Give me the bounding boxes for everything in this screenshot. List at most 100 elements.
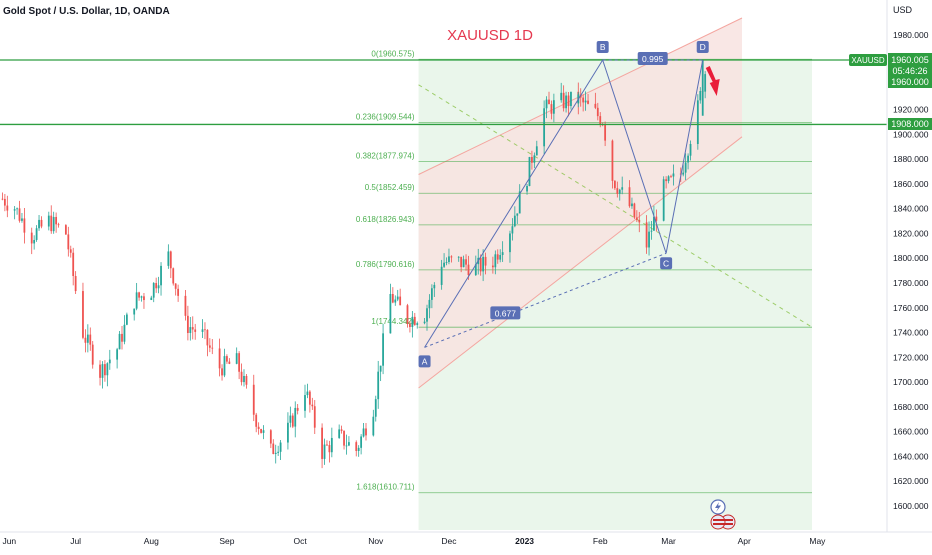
candle-body bbox=[633, 203, 636, 218]
candle-body bbox=[64, 225, 67, 235]
price-tick-label: 1820.000 bbox=[893, 228, 929, 238]
candle-body bbox=[582, 97, 585, 103]
candle-body bbox=[533, 155, 536, 163]
candle-body bbox=[206, 329, 209, 346]
candle-body bbox=[413, 316, 416, 325]
candle-body bbox=[50, 215, 53, 232]
candle-body bbox=[204, 329, 206, 331]
candle-body bbox=[174, 283, 177, 289]
level-badge-top-bg bbox=[888, 76, 932, 88]
candle-body bbox=[545, 99, 548, 109]
ratio-label[interactable]: 0.677 bbox=[495, 308, 517, 318]
candle-body bbox=[696, 100, 699, 144]
candle-body bbox=[416, 323, 419, 325]
price-tick-label: 1780.000 bbox=[893, 278, 929, 288]
ratio-label[interactable]: 0.995 bbox=[642, 54, 664, 64]
ascending-channel[interactable] bbox=[418, 18, 742, 388]
candle-body bbox=[396, 296, 399, 300]
candle-body bbox=[543, 108, 546, 147]
candle-body bbox=[604, 124, 607, 141]
candle-body bbox=[479, 257, 482, 272]
candle-body bbox=[613, 180, 616, 189]
candle-body bbox=[104, 364, 106, 376]
candle-body bbox=[377, 371, 380, 400]
channel-lower-line[interactable] bbox=[418, 136, 743, 389]
pattern-point-label[interactable]: D bbox=[700, 42, 706, 52]
price-tick-label: 1840.000 bbox=[893, 204, 929, 214]
candle-body bbox=[450, 256, 453, 258]
candle-body bbox=[152, 283, 155, 298]
candle-body bbox=[38, 219, 40, 229]
candle-body bbox=[448, 256, 450, 263]
chart-annotation-title[interactable]: XAUUSD 1D bbox=[447, 27, 533, 44]
pattern-point-badge bbox=[696, 41, 709, 53]
candle-body bbox=[243, 375, 245, 383]
candle-body bbox=[321, 427, 323, 459]
price-tick-label: 1800.000 bbox=[893, 253, 929, 263]
candle-body bbox=[662, 179, 665, 221]
price-tick-label: 1680.000 bbox=[893, 402, 929, 412]
candle-body bbox=[208, 345, 211, 348]
candle-body bbox=[355, 442, 358, 451]
pattern-leg-line[interactable] bbox=[424, 58, 704, 348]
harmonic-pattern[interactable]: 0.995 0.677 A B C D bbox=[418, 41, 720, 368]
pattern-point-label[interactable]: A bbox=[422, 356, 428, 366]
candle-body bbox=[587, 100, 589, 104]
candle-body bbox=[106, 363, 109, 376]
fib-retracement[interactable]: 0(1960.575) 0.236(1909.544) 0.382(1877.974… bbox=[356, 49, 812, 494]
candle-body bbox=[653, 216, 655, 231]
candle-body bbox=[494, 254, 497, 268]
price-tick-label: 1640.000 bbox=[893, 451, 929, 461]
time-tick-label: Oct bbox=[294, 536, 308, 546]
pattern-point-label[interactable]: B bbox=[600, 42, 606, 52]
time-tick-label: 2023 bbox=[515, 536, 534, 546]
pattern-point-badge bbox=[418, 355, 431, 368]
horizontal-levels[interactable] bbox=[0, 59, 887, 126]
candle-body bbox=[684, 162, 687, 173]
candle-body bbox=[167, 251, 170, 266]
last-price-badge-bg bbox=[888, 53, 932, 77]
candle-body bbox=[313, 406, 316, 428]
candle-body bbox=[55, 216, 58, 225]
candle-body bbox=[226, 356, 228, 362]
price-tick-label: 1660.000 bbox=[893, 427, 929, 437]
candle-body bbox=[211, 347, 214, 349]
candle-body bbox=[631, 203, 633, 207]
fib-level-label: 1(1744.342) bbox=[371, 317, 414, 326]
time-tick-label: Mar bbox=[661, 536, 676, 546]
candle-body bbox=[535, 146, 538, 156]
pattern-ac-dotted[interactable] bbox=[424, 252, 667, 348]
lightning-event-icon[interactable] bbox=[710, 499, 726, 515]
price-tick-label: 1740.000 bbox=[893, 328, 929, 338]
candle-body bbox=[594, 103, 597, 108]
candle-body bbox=[440, 266, 443, 285]
candle-body bbox=[155, 283, 158, 289]
candle-body bbox=[340, 429, 343, 431]
pattern-point-label[interactable]: C bbox=[663, 258, 669, 268]
dashed-trend-line[interactable] bbox=[418, 84, 813, 328]
candle-body bbox=[101, 364, 104, 378]
candle-body bbox=[184, 295, 187, 316]
us-flag-event-icon[interactable] bbox=[710, 514, 736, 530]
candle-body bbox=[550, 104, 553, 114]
time-axis[interactable]: Jun Jul Aug Sep Oct Nov Dec 2023 Feb Mar Apr May bbox=[0, 531, 932, 546]
candle-body bbox=[528, 157, 531, 187]
candle-body bbox=[426, 308, 428, 322]
price-tick-label: 1700.000 bbox=[893, 377, 929, 387]
candle-body bbox=[296, 407, 299, 411]
candle-body bbox=[648, 231, 650, 248]
time-tick-label: Apr bbox=[738, 536, 751, 546]
candle-body bbox=[269, 430, 272, 444]
candle-body bbox=[150, 297, 153, 301]
price-tick-label: 1600.000 bbox=[893, 501, 929, 511]
candle-body bbox=[47, 215, 50, 227]
candle-body bbox=[670, 176, 672, 178]
sell-arrow-icon[interactable] bbox=[705, 66, 720, 96]
fib-level-label: 0.236(1909.544) bbox=[356, 113, 415, 122]
price-badges: XAUUSD 1960.005 05:46:26 1960.000 1908.0… bbox=[849, 53, 932, 130]
candle-body bbox=[526, 186, 528, 192]
candle-body bbox=[84, 337, 87, 343]
candle-body bbox=[228, 361, 231, 364]
ratio-label-bg bbox=[490, 306, 521, 320]
